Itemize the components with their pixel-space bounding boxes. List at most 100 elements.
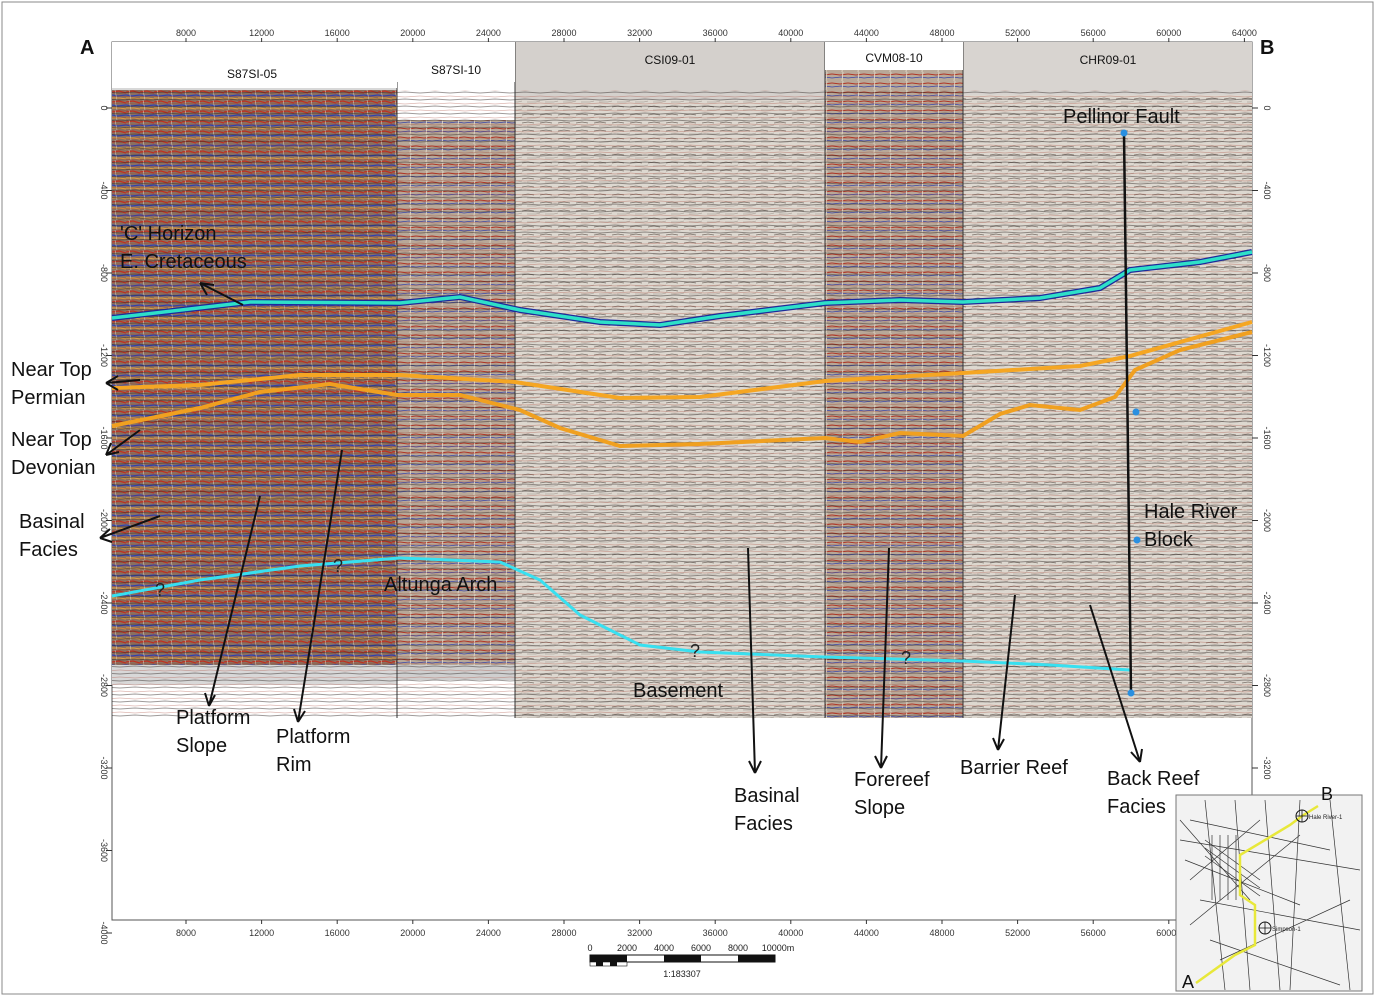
y-axis-tick-label: -2400 [1262, 591, 1272, 614]
x-axis-tick-label: 56000 [1081, 928, 1106, 938]
y-axis-tick-label: -1600 [99, 426, 109, 449]
scale-bar-minor [596, 962, 603, 966]
y-axis-tick-label: -800 [99, 264, 109, 282]
basement-horizon-line [111, 556, 1131, 672]
scale-tick: 4000 [654, 943, 674, 953]
x-axis-tick-label: 52000 [1005, 928, 1030, 938]
scale-tick: 10000m [762, 943, 795, 953]
survey-line-title: CSI09-01 [645, 53, 696, 67]
permian-horizon-line [111, 320, 1253, 401]
uncertainty-mark: ? [155, 580, 165, 600]
platform-rim-label: Platform Rim [276, 726, 351, 776]
inset-map: Hale River-1 Simpson-1 B A [1175, 784, 1363, 992]
x-axis-tick-label: 36000 [703, 28, 728, 38]
title-box [397, 42, 515, 82]
y-axis-tick-label: -400 [1262, 181, 1272, 199]
scale-tick: 6000 [691, 943, 711, 953]
x-axis-tick-label: 48000 [929, 28, 954, 38]
x-axis-tick-label: 32000 [627, 928, 652, 938]
arrow [992, 594, 1016, 751]
x-axis-tick-label: 36000 [703, 928, 728, 938]
uncertainty-mark: ? [333, 556, 343, 576]
uncertainty-mark: ? [901, 648, 911, 668]
fault-marker [1120, 129, 1128, 137]
x-axis-tick-label: 16000 [325, 28, 350, 38]
x-axis-tick-label: 32000 [627, 28, 652, 38]
inset-point-b: B [1321, 784, 1333, 804]
scale-bar-segment [738, 955, 775, 962]
y-axis-tick-label: -2800 [1262, 674, 1272, 697]
scale-ratio: 1:183307 [663, 969, 701, 979]
arrow [747, 547, 762, 774]
y-axis-tick-label: -2800 [99, 674, 109, 697]
x-axis-tick-label: 56000 [1081, 28, 1106, 38]
y-axis-tick-label: 0 [1262, 105, 1272, 110]
fault-marker [1133, 536, 1141, 544]
x-axis-tick-label: 20000 [400, 28, 425, 38]
fault-marker [1127, 689, 1135, 697]
y-axis-tick-label: -1200 [99, 344, 109, 367]
y-axis-tick-label: -800 [1262, 264, 1272, 282]
arrow [105, 375, 141, 391]
c-horizon-label: 'C' Horizon E. Cretaceous [120, 223, 247, 273]
x-axis-tick-label: 24000 [476, 928, 501, 938]
section-end-b: B [1260, 37, 1274, 59]
arrow [204, 495, 261, 707]
axes: 8000 8000 12000 12000 16000 16000 20000 20000 24… [99, 28, 1272, 945]
x-axis-tick-label: 28000 [551, 928, 576, 938]
x-axis-tick-label: 20000 [400, 928, 425, 938]
well-marker-cross [1259, 922, 1271, 934]
x-axis-tick-label: 12000 [249, 928, 274, 938]
x-axis-tick-label: 40000 [778, 28, 803, 38]
seismic-panels [112, 42, 1252, 718]
y-axis-tick-label: -1200 [1262, 344, 1272, 367]
scale-tick: 0 [587, 943, 592, 953]
basinal-facies-center-label: Basinal Facies [734, 785, 800, 835]
x-axis-tick-label: 12000 [249, 28, 274, 38]
hale-river-block-label: Hale River Block [1144, 501, 1238, 551]
x-axis-tick-label: 60000 [1156, 28, 1181, 38]
x-axis-tick-label: 44000 [854, 28, 879, 38]
x-axis-tick-label: 52000 [1005, 28, 1030, 38]
arrow [1089, 604, 1143, 763]
y-axis-tick-label: -2400 [99, 591, 109, 614]
scale-bar-minor [610, 962, 617, 966]
uncertainty-mark: ? [690, 641, 700, 661]
section-route [1195, 804, 1319, 985]
x-axis-tick-label: 28000 [551, 28, 576, 38]
x-axis-tick-label: 8000 [176, 28, 196, 38]
scale-tick: 2000 [617, 943, 637, 953]
x-axis-tick-label: 40000 [778, 928, 803, 938]
well-label: Hale River-1 [1309, 815, 1343, 821]
near-top-devonian-label: Near Top Devonian [11, 429, 96, 479]
horizons [111, 249, 1253, 672]
pellinor-fault-label: Pellinor Fault [1063, 106, 1180, 128]
inset-point-a: A [1182, 972, 1194, 992]
survey-line-titles: S87SI-05 S87SI-10 CSI09-01 CVM08-10 CHR0… [112, 42, 1137, 88]
arrow [293, 449, 343, 723]
basement-label: Basement [633, 680, 724, 702]
x-axis-tick-label: 24000 [476, 28, 501, 38]
title-box [112, 42, 397, 88]
x-axis-tick-label: 48000 [929, 928, 954, 938]
annotation-arrows [99, 282, 1143, 774]
survey-line-title: S87SI-05 [227, 67, 277, 81]
scale-tick: 8000 [728, 943, 748, 953]
pellinor-fault [1120, 129, 1141, 697]
survey-line-title: CHR09-01 [1080, 53, 1137, 67]
y-axis-tick-label: -2000 [99, 509, 109, 532]
platform-slope-label: Platform Slope [176, 707, 251, 757]
x-axis-tick-label: 64000 [1232, 28, 1257, 38]
x-axis-tick-label: 16000 [325, 928, 350, 938]
title-box [825, 42, 963, 70]
fault-line [1122, 132, 1133, 694]
arrow [199, 282, 244, 306]
x-axis-tick-label: 44000 [854, 928, 879, 938]
y-axis-tick-label: -3600 [99, 839, 109, 862]
back-reef-facies-label: Back Reef Facies [1107, 768, 1200, 818]
arrow [99, 515, 161, 543]
devonian-horizon-line [111, 330, 1253, 449]
x-axis-tick-label: 8000 [176, 928, 196, 938]
x-axis-tick-label: 60000 [1156, 928, 1181, 938]
